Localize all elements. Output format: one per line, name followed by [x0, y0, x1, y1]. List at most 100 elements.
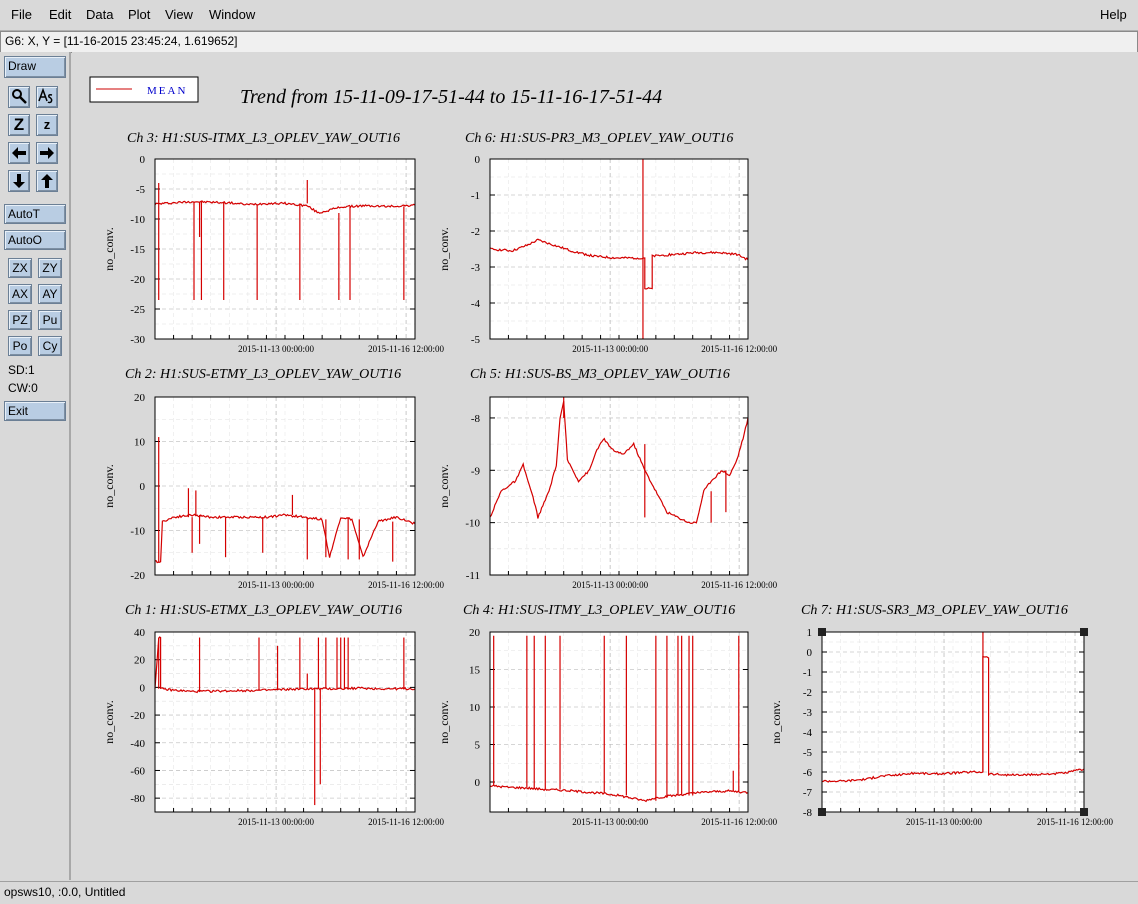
pan-right-button[interactable] — [36, 142, 58, 164]
chart-panel-7[interactable]: Ch 7: H1:SUS-SR3_M3_OPLEV_YAW_OUT16 no_co… — [769, 603, 1113, 827]
y-tick-label: 0 — [140, 682, 146, 694]
chart-panel-2[interactable]: Ch 6: H1:SUS-PR3_M3_OPLEV_YAW_OUT16 no_co… — [437, 131, 778, 354]
y-tick-label: -20 — [130, 710, 145, 722]
chart-panel-5[interactable]: Ch 1: H1:SUS-ETMX_L3_OPLEV_YAW_OUT16 no_c… — [102, 603, 445, 827]
y-tick-label: -1 — [803, 667, 812, 679]
pan-left-button[interactable] — [8, 142, 30, 164]
menu-view[interactable]: View — [165, 7, 193, 22]
cw-label: CW:0 — [8, 381, 38, 395]
y-tick-label: -20 — [130, 570, 145, 582]
selection-handle[interactable] — [1080, 628, 1088, 636]
menu-bar: File Edit Data Plot View Window Help — [0, 0, 1138, 31]
plot-area: MEAN Trend from 15-11-09-17-51-44 to 15-… — [89, 76, 1113, 827]
y-tick-label: -10 — [465, 518, 480, 530]
y-tick-label: -10 — [130, 526, 145, 538]
plot-frame — [489, 631, 749, 813]
y-tick-label: -8 — [471, 413, 481, 425]
auto-offset-button[interactable]: AutoO — [4, 230, 66, 250]
y-tick-label: -80 — [130, 793, 145, 805]
y-axis-label: no_conv. — [769, 700, 783, 744]
zoom-in-button[interactable]: Z — [8, 114, 30, 136]
x-tick-label: 2015-11-16 12:00:00 — [368, 580, 444, 590]
menu-plot[interactable]: Plot — [128, 7, 151, 22]
text-tool-icon — [38, 87, 53, 104]
legend-label: MEAN — [147, 85, 187, 97]
magnifier-icon — [12, 89, 27, 104]
plot-background — [490, 632, 748, 812]
legend: MEAN — [89, 76, 199, 103]
series-line-mean — [489, 784, 749, 803]
menu-window[interactable]: Window — [209, 7, 256, 22]
y-tick-label: -60 — [130, 765, 145, 777]
selection-handle[interactable] — [818, 628, 826, 636]
plot-frame — [821, 631, 1085, 813]
x-tick-label: 2015-11-16 12:00:00 — [701, 344, 777, 354]
y-tick-label: -3 — [471, 262, 481, 274]
ay-button[interactable]: AY — [38, 284, 62, 304]
pz-button[interactable]: PZ — [8, 310, 32, 330]
tool-panel: Draw Z z AutoT AutoO ZX ZY AX AY PZ Pu P… — [0, 52, 71, 880]
chart-panel-6[interactable]: Ch 4: H1:SUS-ITMY_L3_OPLEV_YAW_OUT16 no_c… — [437, 603, 778, 827]
sd-label: SD:1 — [8, 363, 35, 377]
auto-time-button[interactable]: AutoT — [4, 204, 66, 224]
selection-handle[interactable] — [1080, 808, 1088, 816]
text-tool-button[interactable] — [36, 86, 58, 108]
exit-button[interactable]: Exit — [4, 401, 66, 421]
main-title: Trend from 15-11-09-17-51-44 to 15-11-16… — [240, 86, 662, 108]
menu-edit[interactable]: Edit — [49, 7, 72, 22]
zx-button[interactable]: ZX — [8, 258, 32, 278]
status-bar: opsws10, :0.0, Untitled — [0, 881, 1138, 904]
y-tick-label: -2 — [471, 226, 480, 238]
chart-panel-3[interactable]: Ch 2: H1:SUS-ETMY_L3_OPLEV_YAW_OUT16 no_c… — [102, 367, 445, 590]
y-tick-label: 10 — [469, 702, 481, 714]
chart-title: Ch 3: H1:SUS-ITMX_L3_OPLEV_YAW_OUT16 — [127, 131, 400, 146]
menu-file[interactable]: File — [11, 7, 32, 22]
chart-title: Ch 1: H1:SUS-ETMX_L3_OPLEV_YAW_OUT16 — [125, 603, 402, 618]
series-line-mean — [154, 513, 416, 564]
x-tick-label: 2015-11-16 12:00:00 — [701, 580, 777, 590]
chart-title: Ch 6: H1:SUS-PR3_M3_OPLEV_YAW_OUT16 — [465, 131, 733, 146]
arrow-right-icon — [40, 147, 54, 159]
series-line-mean — [154, 200, 416, 214]
y-tick-label: -5 — [471, 334, 481, 346]
menu-help[interactable]: Help — [1100, 7, 1127, 22]
y-tick-label: 40 — [134, 627, 146, 639]
x-tick-label: 2015-11-13 00:00:00 — [238, 817, 314, 827]
y-tick-label: 1 — [807, 627, 813, 639]
x-tick-label: 2015-11-13 00:00:00 — [238, 344, 314, 354]
x-tick-label: 2015-11-13 00:00:00 — [906, 817, 982, 827]
pu-button[interactable]: Pu — [38, 310, 62, 330]
x-tick-label: 2015-11-16 12:00:00 — [701, 817, 777, 827]
y-tick-label: 20 — [469, 627, 481, 639]
y-tick-label: 10 — [134, 437, 146, 449]
y-tick-label: 0 — [475, 154, 481, 166]
y-tick-label: -3 — [803, 707, 813, 719]
draw-button[interactable]: Draw — [4, 56, 66, 78]
zoom-tool-button[interactable] — [8, 86, 30, 108]
chart-panel-1[interactable]: Ch 3: H1:SUS-ITMX_L3_OPLEV_YAW_OUT16 no_c… — [102, 131, 445, 354]
plot-canvas[interactable]: MEAN Trend from 15-11-09-17-51-44 to 15-… — [72, 52, 1138, 880]
zy-button[interactable]: ZY — [38, 258, 62, 278]
cy-button[interactable]: Cy — [38, 336, 62, 356]
y-tick-label: 20 — [134, 655, 146, 667]
po-button[interactable]: Po — [8, 336, 32, 356]
coordinate-readout: G6: X, Y = [11-16-2015 23:45:24, 1.61965… — [5, 34, 238, 48]
selection-handle[interactable] — [818, 808, 826, 816]
ax-button[interactable]: AX — [8, 284, 32, 304]
menu-data[interactable]: Data — [86, 7, 114, 22]
pan-up-button[interactable] — [36, 170, 58, 192]
chart-panel-4[interactable]: Ch 5: H1:SUS-BS_M3_OPLEV_YAW_OUT16 no_con… — [437, 367, 778, 590]
pan-down-button[interactable] — [8, 170, 30, 192]
y-tick-label: -2 — [803, 687, 812, 699]
y-tick-label: 0 — [807, 647, 813, 659]
x-tick-label: 2015-11-13 00:00:00 — [572, 817, 648, 827]
zoom-out-button[interactable]: z — [36, 114, 58, 136]
y-tick-label: -4 — [471, 298, 481, 310]
series-line-mean — [154, 636, 416, 694]
y-tick-label: -20 — [130, 274, 145, 286]
x-tick-label: 2015-11-16 12:00:00 — [368, 817, 444, 827]
series-line-mean — [489, 238, 749, 290]
chart-title: Ch 2: H1:SUS-ETMY_L3_OPLEV_YAW_OUT16 — [125, 367, 401, 382]
plot-frame — [489, 158, 749, 340]
x-tick-label: 2015-11-13 00:00:00 — [572, 580, 648, 590]
